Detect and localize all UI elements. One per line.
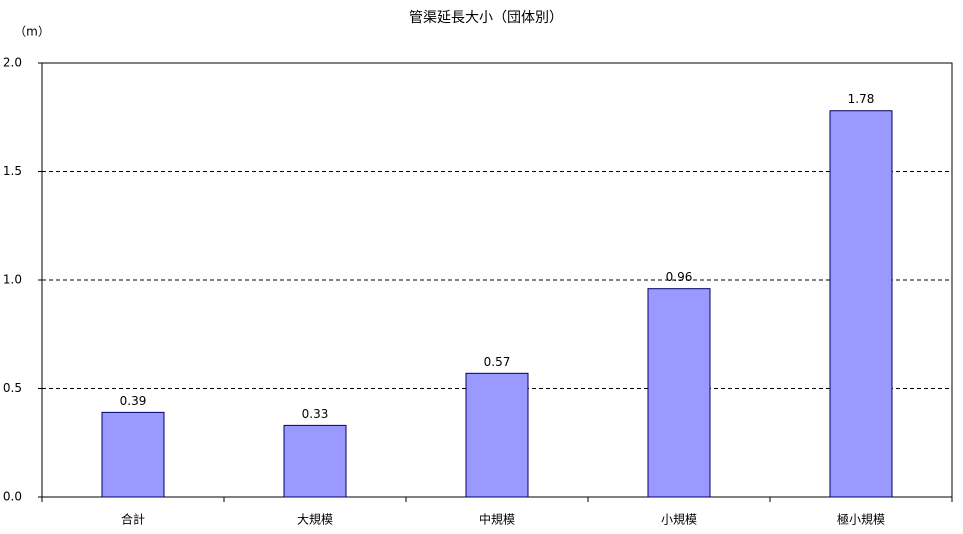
bar [829, 110, 893, 498]
bar [283, 424, 347, 498]
y-tick-label: 0.0 [3, 490, 22, 504]
value-label: 0.33 [302, 407, 329, 421]
bar [101, 411, 165, 498]
value-label: 0.39 [120, 394, 147, 408]
x-tick-label: 中規模 [479, 512, 515, 527]
y-tick-label: 0.5 [3, 381, 22, 395]
x-tick-label: 合計 [121, 512, 145, 527]
x-tick-label: 大規模 [297, 512, 333, 527]
y-tick-label: 2.0 [3, 56, 22, 70]
y-tick-label: 1.5 [3, 164, 22, 178]
x-tick-label: 小規模 [661, 512, 697, 527]
y-tick-label: 1.0 [3, 273, 22, 287]
y-axis-unit: （m） [14, 25, 50, 39]
value-label: 0.57 [484, 355, 511, 369]
bar [465, 372, 529, 498]
value-label: 0.96 [666, 270, 693, 284]
bar [647, 288, 711, 498]
value-label: 1.78 [848, 92, 875, 106]
chart-title: 管渠延長大小（団体別） [409, 10, 563, 26]
x-tick-label: 極小規模 [837, 512, 885, 527]
